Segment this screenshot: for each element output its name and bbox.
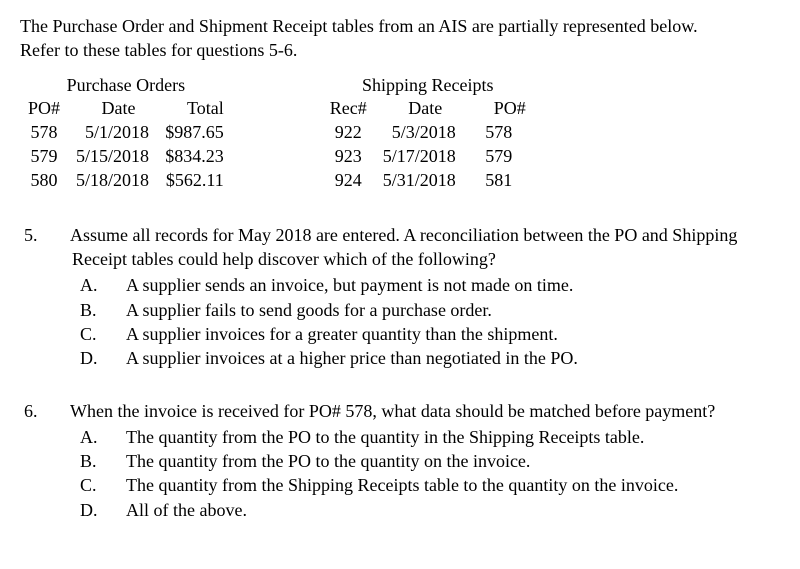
po-header-total: Total (157, 96, 232, 120)
q6-option-a: A.The quantity from the PO to the quanti… (128, 425, 780, 449)
sr-cell: 579 (464, 144, 534, 168)
q5-number: 5. (48, 223, 70, 247)
q6-text: When the invoice is received for PO# 578… (70, 401, 715, 421)
shipping-receipts-table: Shipping Receipts Rec# Date PO# 922 5/3/… (322, 75, 534, 193)
q6-option-b: B.The quantity from the PO to the quanti… (128, 449, 780, 473)
table-header-row: PO# Date Total (20, 96, 232, 120)
q6-option-c: C.The quantity from the Shipping Receipt… (128, 473, 780, 497)
q5-options: A.A supplier sends an invoice, but payme… (128, 273, 780, 370)
po-cell: 579 (20, 144, 68, 168)
question-6: 6.When the invoice is received for PO# 5… (48, 399, 780, 522)
option-text: A supplier fails to send goods for a pur… (126, 300, 492, 320)
option-label: A. (104, 425, 126, 449)
po-cell: 578 (20, 120, 68, 144)
option-label: C. (104, 322, 126, 346)
sr-header-ponum: PO# (464, 96, 534, 120)
table-header-row: Rec# Date PO# (322, 96, 534, 120)
po-cell: 5/18/2018 (68, 168, 157, 192)
sr-header-date: Date (375, 96, 464, 120)
option-text: The quantity from the PO to the quantity… (126, 427, 644, 447)
option-text: A supplier invoices at a higher price th… (126, 348, 578, 368)
option-text: A supplier sends an invoice, but payment… (126, 275, 573, 295)
po-table-title: Purchase Orders (20, 75, 232, 96)
po-cell: 5/1/2018 (68, 120, 157, 144)
po-cell: 5/15/2018 (68, 144, 157, 168)
question-5: 5.Assume all records for May 2018 are en… (48, 223, 780, 371)
po-cell: 580 (20, 168, 68, 192)
q5-option-a: A.A supplier sends an invoice, but payme… (128, 273, 780, 297)
po-cell: $987.65 (157, 120, 232, 144)
option-label: B. (104, 449, 126, 473)
table-row: 922 5/3/2018 578 (322, 120, 534, 144)
q5-option-b: B.A supplier fails to send goods for a p… (128, 298, 780, 322)
sr-cell: 923 (322, 144, 375, 168)
intro-line1: The Purchase Order and Shipment Receipt … (20, 16, 698, 36)
po-cell: $834.23 (157, 144, 232, 168)
po-header-ponum: PO# (20, 96, 68, 120)
tables-container: Purchase Orders PO# Date Total 578 5/1/2… (20, 75, 780, 193)
table-row: 579 5/15/2018 $834.23 (20, 144, 232, 168)
po-header-date: Date (68, 96, 157, 120)
intro-line2: Refer to these tables for questions 5-6. (20, 40, 297, 60)
sr-cell: 5/17/2018 (375, 144, 464, 168)
table-row: 578 5/1/2018 $987.65 (20, 120, 232, 144)
table-row: 924 5/31/2018 581 (322, 168, 534, 192)
option-label: B. (104, 298, 126, 322)
sr-cell: 5/3/2018 (375, 120, 464, 144)
sr-cell: 5/31/2018 (375, 168, 464, 192)
option-label: D. (104, 346, 126, 370)
po-cell: $562.11 (157, 168, 232, 192)
sr-table-title: Shipping Receipts (322, 75, 534, 96)
q5-option-c: C.A supplier invoices for a greater quan… (128, 322, 780, 346)
sr-cell: 578 (464, 120, 534, 144)
option-label: C. (104, 473, 126, 497)
q6-option-d: D.All of the above. (128, 498, 780, 522)
sr-cell: 922 (322, 120, 375, 144)
table-row: 580 5/18/2018 $562.11 (20, 168, 232, 192)
option-label: D. (104, 498, 126, 522)
sr-header-recnum: Rec# (322, 96, 375, 120)
option-text: All of the above. (126, 500, 247, 520)
q6-options: A.The quantity from the PO to the quanti… (128, 425, 780, 522)
option-text: The quantity from the Shipping Receipts … (126, 475, 678, 495)
table-row: 923 5/17/2018 579 (322, 144, 534, 168)
purchase-orders-table: Purchase Orders PO# Date Total 578 5/1/2… (20, 75, 232, 193)
sr-cell: 924 (322, 168, 375, 192)
q5-option-d: D.A supplier invoices at a higher price … (128, 346, 780, 370)
sr-table: Rec# Date PO# 922 5/3/2018 578 923 5/17/… (322, 96, 534, 193)
po-table: PO# Date Total 578 5/1/2018 $987.65 579 … (20, 96, 232, 193)
option-label: A. (104, 273, 126, 297)
intro-text: The Purchase Order and Shipment Receipt … (20, 14, 780, 63)
option-text: A supplier invoices for a greater quanti… (126, 324, 558, 344)
option-text: The quantity from the PO to the quantity… (126, 451, 530, 471)
q5-text: Assume all records for May 2018 are ente… (70, 225, 737, 269)
q6-number: 6. (48, 399, 70, 423)
sr-cell: 581 (464, 168, 534, 192)
